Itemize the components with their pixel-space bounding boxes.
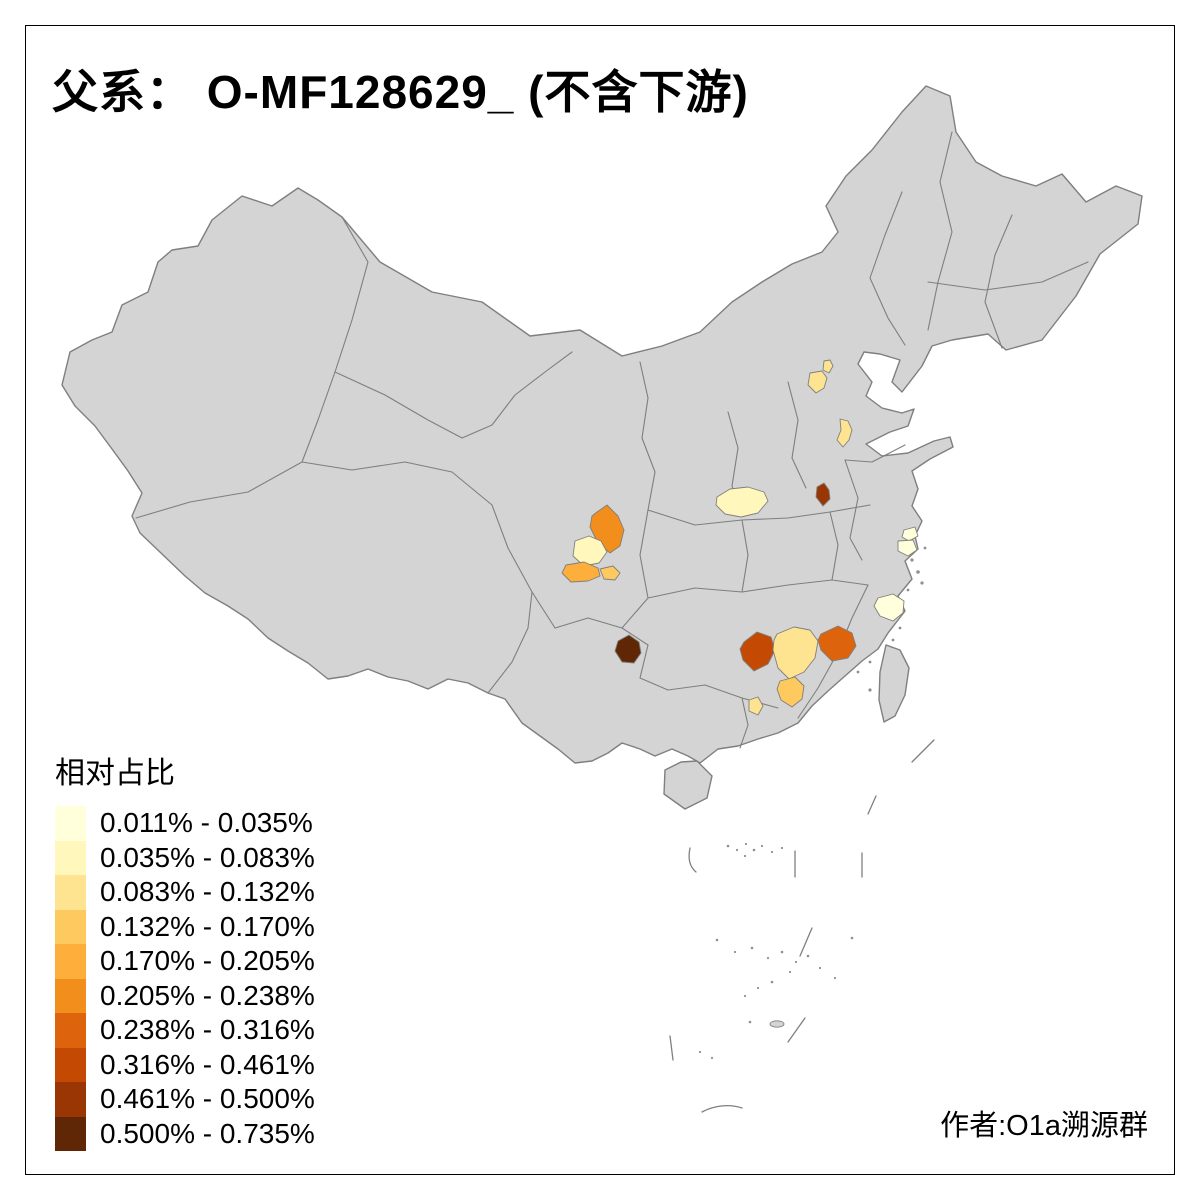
map-region-hubei-west <box>715 486 769 518</box>
choropleth-regions <box>561 359 919 716</box>
legend-label: 0.083% - 0.132% <box>100 876 315 907</box>
map-region-jiangxi-west <box>817 625 857 662</box>
legend-item: 0.238% - 0.316% <box>55 1013 315 1048</box>
taiwan-island <box>878 644 910 723</box>
province-boundaries <box>135 131 1089 749</box>
legend-item: 0.500% - 0.735% <box>55 1116 315 1151</box>
legend-swatch <box>55 1013 86 1048</box>
map-region-sichuan-south-strip <box>561 561 601 583</box>
legend-item: 0.083% - 0.132% <box>55 875 315 910</box>
legend-label: 0.461% - 0.500% <box>100 1083 315 1114</box>
legend-label: 0.035% - 0.083% <box>100 841 315 873</box>
legend-label: 0.500% - 0.735% <box>100 1117 315 1149</box>
map-region-shanghai-north <box>901 526 919 542</box>
map-region-beijing-west <box>807 370 828 394</box>
map-region-sichuan-south <box>599 565 621 581</box>
legend-label: 0.238% - 0.316% <box>100 1014 315 1045</box>
legend-swatch <box>55 875 86 910</box>
map-region-henan-central <box>815 482 831 507</box>
legend-item: 0.205% - 0.238% <box>55 978 315 1013</box>
legend: 相对占比 0.011% - 0.035% 0.035% - 0.083% 0.0… <box>55 748 315 1151</box>
legend-item: 0.316% - 0.461% <box>55 1047 315 1082</box>
mainland-outline <box>61 85 1143 764</box>
legend-swatch <box>55 1116 86 1151</box>
legend-swatch <box>55 909 86 944</box>
legend-label: 0.132% - 0.170% <box>100 910 315 942</box>
map-region-zhejiang-southeast <box>873 593 905 622</box>
legend-label: 0.316% - 0.461% <box>100 1048 315 1080</box>
author-credit: 作者:O1a溯源群 <box>940 1110 1148 1142</box>
map-region-yunnan-northeast <box>614 634 642 664</box>
coastal-islets <box>856 546 927 692</box>
legend-item: 0.461% - 0.500% <box>55 1082 315 1117</box>
map-region-hunan-south <box>776 676 805 708</box>
legend-swatch <box>55 1082 86 1117</box>
legend-label: 0.011% - 0.035% <box>100 807 313 838</box>
legend-swatch <box>55 806 86 841</box>
hainan-island <box>663 760 713 810</box>
map-region-guangxi-northeast <box>748 696 764 716</box>
map-region-sichuan-central <box>572 535 608 567</box>
legend-swatch <box>55 840 86 875</box>
legend-swatch <box>55 1047 86 1082</box>
legend-item: 0.170% - 0.205% <box>55 944 315 979</box>
legend-swatch <box>55 944 86 979</box>
legend-title: 相对占比 <box>55 757 175 790</box>
map-title: 父系： O-MF128629_ (不含下游) <box>52 66 749 118</box>
legend-label: 0.205% - 0.238% <box>100 979 315 1011</box>
map-region-hebei-south <box>836 418 853 448</box>
legend-item: 0.011% - 0.035% <box>55 806 315 841</box>
map-region-shanghai-south <box>897 539 918 557</box>
south-china-sea-islets <box>698 842 854 1060</box>
map-region-beijing-small <box>822 359 834 374</box>
legend-item: 0.035% - 0.083% <box>55 840 315 875</box>
nine-dash-line <box>669 739 935 1113</box>
legend-item: 0.132% - 0.170% <box>55 909 315 944</box>
plot-frame <box>25 25 1175 1175</box>
map-region-hunan-central <box>772 626 819 680</box>
legend-label: 0.170% - 0.205% <box>100 945 315 976</box>
legend-swatch <box>55 978 86 1013</box>
map-region-hunan-west <box>739 631 776 672</box>
